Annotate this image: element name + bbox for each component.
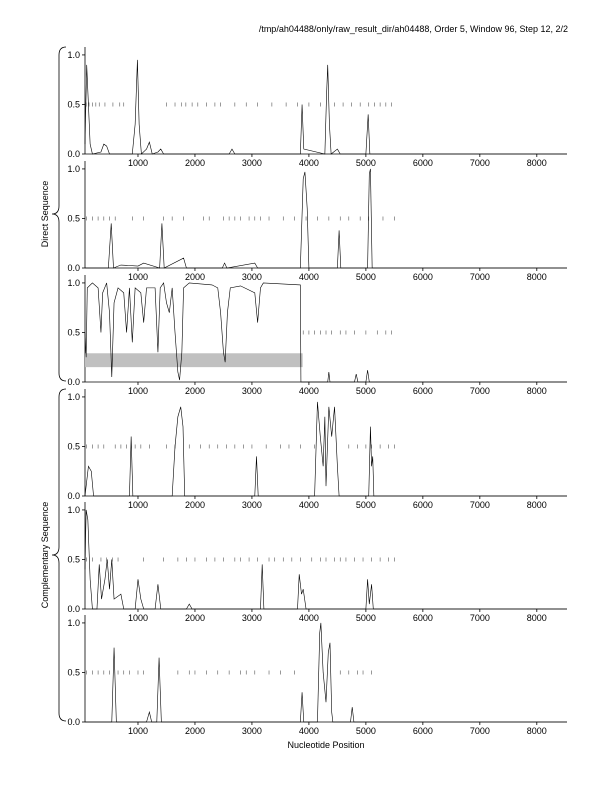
x-tick-label: 2000 bbox=[185, 158, 205, 168]
y-tick-label: 0.5 bbox=[67, 99, 80, 109]
x-tick-label: 8000 bbox=[527, 726, 547, 736]
x-tick-label: 5000 bbox=[356, 726, 376, 736]
x-tick-label: 3000 bbox=[242, 613, 262, 623]
group-brace bbox=[51, 388, 67, 722]
x-tick-label: 4000 bbox=[299, 500, 319, 510]
x-tick-label: 4000 bbox=[299, 613, 319, 623]
x-tick-label: 4000 bbox=[299, 272, 319, 282]
x-tick-label: 2000 bbox=[185, 272, 205, 282]
y-tick-label: 1.0 bbox=[67, 278, 80, 288]
y-tick-label: 1.0 bbox=[67, 505, 80, 515]
x-tick-label: 4000 bbox=[299, 726, 319, 736]
y-tick-label: 0.5 bbox=[67, 213, 80, 223]
x-tick-label: 3000 bbox=[242, 726, 262, 736]
y-tick-label: 0.5 bbox=[67, 554, 80, 564]
y-tick-label: 0.0 bbox=[67, 263, 80, 273]
x-tick-label: 1000 bbox=[128, 386, 148, 396]
data-line bbox=[84, 282, 567, 383]
x-tick-label: 2000 bbox=[185, 386, 205, 396]
x-tick-label: 5000 bbox=[356, 500, 376, 510]
x-axis-label: Nucleotide Position bbox=[287, 740, 364, 750]
x-tick-label: 5000 bbox=[356, 613, 376, 623]
x-tick-label: 3000 bbox=[242, 500, 262, 510]
x-tick-label: 6000 bbox=[413, 272, 433, 282]
x-tick-label: 8000 bbox=[527, 158, 547, 168]
x-tick-label: 2000 bbox=[185, 613, 205, 623]
x-tick-label: 3000 bbox=[242, 158, 262, 168]
x-tick-label: 4000 bbox=[299, 158, 319, 168]
x-tick-label: 3000 bbox=[242, 272, 262, 282]
data-line bbox=[84, 509, 567, 610]
page-title: /tmp/ah04488/only/raw_result_dir/ah04488… bbox=[259, 24, 568, 34]
y-tick-label: 1.0 bbox=[67, 618, 80, 628]
x-tick-label: 1000 bbox=[128, 272, 148, 282]
data-line bbox=[84, 59, 567, 155]
x-tick-label: 1000 bbox=[128, 726, 148, 736]
x-tick-label: 6000 bbox=[413, 726, 433, 736]
group-label: Complementary Sequence bbox=[40, 502, 50, 609]
y-tick-label: 1.0 bbox=[67, 392, 80, 402]
x-tick-label: 7000 bbox=[470, 500, 490, 510]
x-tick-label: 6000 bbox=[413, 613, 433, 623]
x-tick-label: 6000 bbox=[413, 500, 433, 510]
x-tick-label: 8000 bbox=[527, 613, 547, 623]
x-tick-label: 7000 bbox=[470, 726, 490, 736]
x-tick-label: 5000 bbox=[356, 386, 376, 396]
x-tick-label: 8000 bbox=[527, 272, 547, 282]
y-tick-label: 0.0 bbox=[67, 491, 80, 501]
y-tick-label: 0.5 bbox=[67, 327, 80, 337]
x-tick-label: 4000 bbox=[299, 386, 319, 396]
y-tick-label: 0.5 bbox=[67, 667, 80, 677]
data-line bbox=[85, 168, 567, 269]
x-tick-label: 8000 bbox=[527, 500, 547, 510]
x-tick-label: 7000 bbox=[470, 272, 490, 282]
y-tick-label: 0.0 bbox=[67, 717, 80, 727]
x-tick-label: 7000 bbox=[470, 386, 490, 396]
group-brace bbox=[51, 46, 67, 382]
y-tick-label: 0.0 bbox=[67, 604, 80, 614]
data-line bbox=[84, 401, 567, 497]
x-tick-label: 3000 bbox=[242, 386, 262, 396]
x-tick-label: 7000 bbox=[470, 158, 490, 168]
x-tick-label: 6000 bbox=[413, 386, 433, 396]
data-line bbox=[85, 622, 567, 723]
x-tick-label: 6000 bbox=[413, 158, 433, 168]
x-tick-label: 1000 bbox=[128, 500, 148, 510]
x-tick-label: 1000 bbox=[128, 613, 148, 623]
x-tick-label: 2000 bbox=[185, 726, 205, 736]
y-tick-label: 1.0 bbox=[67, 50, 80, 60]
y-tick-label: 1.0 bbox=[67, 164, 80, 174]
x-tick-label: 8000 bbox=[527, 386, 547, 396]
x-tick-label: 1000 bbox=[128, 158, 148, 168]
y-tick-label: 0.0 bbox=[67, 377, 80, 387]
y-tick-label: 0.5 bbox=[67, 441, 80, 451]
x-tick-label: 5000 bbox=[356, 272, 376, 282]
x-tick-label: 5000 bbox=[356, 158, 376, 168]
x-tick-label: 7000 bbox=[470, 613, 490, 623]
group-label: Direct Sequence bbox=[40, 181, 50, 248]
y-tick-label: 0.0 bbox=[67, 149, 80, 159]
x-tick-label: 2000 bbox=[185, 500, 205, 510]
highlight-band bbox=[85, 353, 303, 368]
